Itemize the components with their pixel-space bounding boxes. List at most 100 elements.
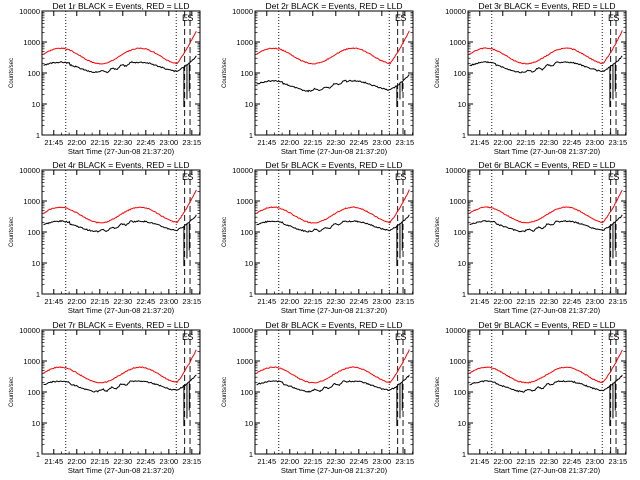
x-tick-label: 23:15 (395, 138, 414, 147)
panel-det-2r: Det 2r BLACK = Events, RED = LLD 1 10 100 10… (222, 1, 414, 156)
marker-e: E (395, 13, 401, 23)
events-series-line (256, 374, 410, 393)
x-tick-label: 23:15 (608, 457, 627, 466)
y-tick-label: 100 (453, 388, 466, 397)
y-tick-label: 10 (458, 259, 466, 268)
y-tick-label: 10000 (232, 166, 253, 175)
panel-title: Det 7r BLACK = Events, RED = LLD (52, 320, 189, 330)
x-tick-label: 22:00 (493, 297, 512, 306)
marker-e: E (395, 172, 401, 182)
x-tick-label: 22:15 (516, 457, 535, 466)
y-tick-label: 10000 (232, 326, 253, 335)
panel-title: Det 1r BLACK = Events, RED = LLD (52, 1, 189, 11)
y-tick-label: 1000 (236, 357, 253, 366)
x-tick-label: 23:15 (395, 457, 414, 466)
y-tick-label: 1000 (23, 197, 40, 206)
y-axis-label: Counts/sec (222, 217, 228, 247)
x-tick-label: 23:15 (182, 297, 201, 306)
x-tick-label: 22:00 (280, 457, 299, 466)
x-tick-label: 22:30 (539, 457, 558, 466)
y-axis-label: Counts/sec (222, 377, 228, 407)
x-tick-label: 23:15 (395, 297, 414, 306)
x-axis-label: Start Time (27-Jun-08 21:37:20) (494, 466, 601, 475)
panel-title: Det 2r BLACK = Events, RED = LLD (265, 1, 402, 11)
y-axis-label: Counts/sec (9, 377, 15, 407)
events-series-line (43, 374, 197, 393)
x-tick-label: 22:15 (90, 297, 109, 306)
x-tick-label: 22:00 (493, 138, 512, 147)
x-tick-label: 23:15 (608, 138, 627, 147)
marker-e: E (608, 332, 614, 342)
marker-s: S (187, 172, 193, 182)
events-series-line (43, 214, 197, 233)
marker-s: S (187, 13, 193, 23)
panel-title: Det 3r BLACK = Events, RED = LLD (478, 1, 615, 11)
x-tick-label: 22:30 (539, 138, 558, 147)
y-tick-label: 10 (458, 100, 466, 109)
events-series-line (256, 74, 410, 93)
y-tick-label: 100 (453, 69, 466, 78)
x-tick-label: 22:00 (493, 457, 512, 466)
y-tick-label: 1 (36, 290, 40, 299)
y-tick-label: 100 (453, 228, 466, 237)
x-tick-label: 21:45 (44, 457, 63, 466)
x-tick-label: 22:45 (136, 138, 155, 147)
x-tick-label: 22:00 (280, 297, 299, 306)
y-tick-label: 1 (462, 131, 466, 140)
y-axis-label: Counts/sec (435, 58, 441, 88)
y-axis-label: Counts/sec (9, 58, 15, 88)
lld-series-line (256, 349, 410, 384)
x-tick-label: 23:15 (608, 297, 627, 306)
x-tick-label: 23:15 (182, 138, 201, 147)
x-tick-label: 22:00 (67, 297, 86, 306)
x-tick-label: 22:45 (136, 457, 155, 466)
y-tick-label: 1000 (236, 197, 253, 206)
y-tick-label: 1 (36, 450, 40, 459)
x-tick-label: 22:00 (67, 457, 86, 466)
panel-title: Det 6r BLACK = Events, RED = LLD (478, 160, 615, 170)
x-tick-label: 22:30 (539, 297, 558, 306)
events-series-line (469, 55, 623, 74)
panel-det-9r: Det 9r BLACK = Events, RED = LLD 1 10 100 10… (435, 320, 627, 475)
y-tick-label: 1 (249, 290, 253, 299)
marker-s: S (187, 332, 193, 342)
x-axis-label: Start Time (27-Jun-08 21:37:20) (494, 147, 601, 156)
y-axis-label: Counts/sec (435, 217, 441, 247)
marker-e: E (182, 332, 188, 342)
marker-s: S (400, 13, 406, 23)
x-tick-label: 22:00 (67, 138, 86, 147)
x-tick-label: 22:30 (113, 138, 132, 147)
y-tick-label: 1000 (449, 38, 466, 47)
x-axis-label: Start Time (27-Jun-08 21:37:20) (68, 147, 175, 156)
x-tick-label: 22:15 (90, 457, 109, 466)
marker-e: E (182, 13, 188, 23)
x-tick-label: 22:45 (349, 138, 368, 147)
panel-det-5r: Det 5r BLACK = Events, RED = LLD 1 10 100 10… (222, 160, 414, 315)
marker-s: S (613, 332, 619, 342)
x-axis-label: Start Time (27-Jun-08 21:37:20) (68, 306, 175, 315)
events-series-line (469, 374, 623, 393)
x-axis-label: Start Time (27-Jun-08 21:37:20) (68, 466, 175, 475)
marker-s: S (400, 332, 406, 342)
y-tick-label: 100 (240, 388, 253, 397)
y-tick-label: 1000 (449, 197, 466, 206)
y-tick-label: 10 (32, 259, 40, 268)
x-tick-label: 21:45 (257, 138, 276, 147)
x-tick-label: 22:30 (113, 457, 132, 466)
lld-series-line (256, 189, 410, 224)
y-tick-label: 10000 (445, 326, 466, 335)
y-tick-label: 100 (240, 228, 253, 237)
panel-det-6r: Det 6r BLACK = Events, RED = LLD 1 10 100 10… (435, 160, 627, 315)
x-tick-label: 21:45 (470, 457, 489, 466)
x-tick-label: 22:30 (326, 297, 345, 306)
lld-series-line (256, 30, 410, 65)
events-series-line (256, 214, 410, 233)
x-tick-label: 22:30 (113, 297, 132, 306)
y-tick-label: 10 (458, 419, 466, 428)
lld-series-line (43, 30, 197, 65)
y-tick-label: 10000 (445, 166, 466, 175)
x-tick-label: 23:00 (159, 138, 178, 147)
marker-s: S (613, 13, 619, 23)
